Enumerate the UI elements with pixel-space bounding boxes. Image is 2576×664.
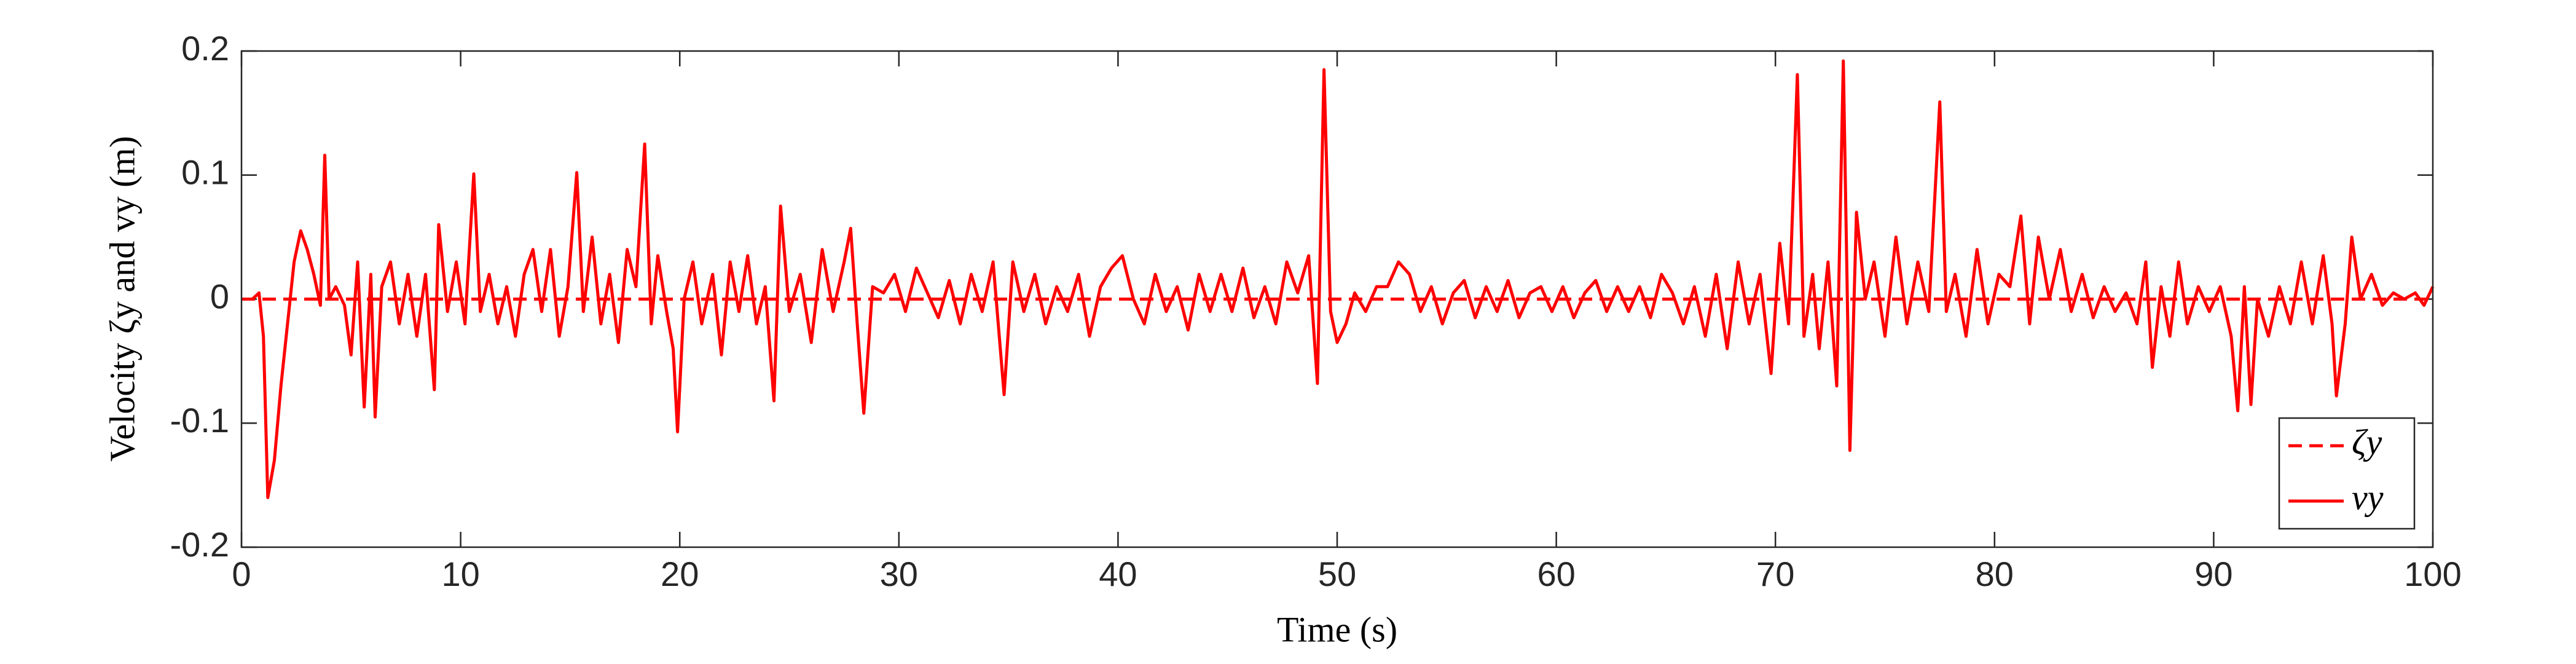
x-tick-label: 10 <box>441 555 479 593</box>
x-tick-label: 0 <box>232 555 251 593</box>
x-tick-label: 30 <box>880 555 918 593</box>
legend-label: ζy <box>2352 422 2382 462</box>
x-tick-label: 100 <box>2404 555 2461 593</box>
y-tick-label: -0.2 <box>170 525 230 564</box>
x-axis-label: Time (s) <box>1277 609 1397 649</box>
legend-label: vy <box>2352 477 2384 517</box>
y-tick-label: 0 <box>210 277 229 315</box>
x-tick-label: 20 <box>661 555 699 593</box>
x-tick-label: 70 <box>1756 555 1794 593</box>
x-tick-label: 40 <box>1099 555 1137 593</box>
y-tick-label: 0.1 <box>181 153 229 192</box>
y-tick-label: -0.1 <box>170 401 230 440</box>
x-tick-label: 80 <box>1976 555 2014 593</box>
x-tick-label: 50 <box>1318 555 1356 593</box>
series-line <box>242 59 2435 499</box>
plot-frame <box>240 50 2434 548</box>
x-tick-label: 60 <box>1537 555 1575 593</box>
x-tick-label: 90 <box>2194 555 2232 593</box>
y-tick-label: 0.2 <box>181 29 229 68</box>
y-axis-label: Velocity ζy and vy (m) <box>102 136 142 462</box>
legend-box <box>2278 417 2416 530</box>
